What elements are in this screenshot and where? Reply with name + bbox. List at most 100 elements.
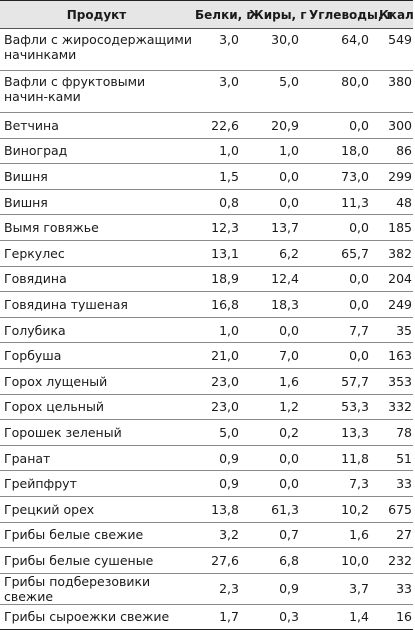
table-body: Вафли с жиросодержащими начинками 3,0 30,0… (0, 28, 413, 630)
protein-cell: 27,6 (193, 547, 247, 574)
table-row: Грибы подберезовики свежие 2,3 0,9 3,7 33 (0, 573, 413, 605)
protein-cell: 5,0 (193, 419, 247, 446)
fat-cell: 30,0 (247, 28, 307, 71)
kcal-cell: 27 (377, 522, 413, 549)
protein-cell: 0,9 (193, 445, 247, 472)
kcal-cell: 35 (377, 317, 413, 344)
fat-cell: 5,0 (247, 70, 307, 113)
fat-cell: 20,9 (247, 112, 307, 139)
table-header-row: Продукт Белки, г Жиры, г Углеводы, г Кка… (0, 0, 414, 29)
table-row: Грейпфрут 0,9 0,0 7,3 33 (0, 470, 413, 497)
fat-cell: 0,0 (247, 189, 307, 216)
product-name-cell: Грибы белые свежие (0, 522, 193, 549)
protein-cell: 23,0 (193, 394, 247, 421)
carbs-cell: 11,8 (307, 445, 377, 472)
protein-cell: 3,0 (193, 28, 247, 71)
carbs-cell: 0,0 (307, 214, 377, 241)
kcal-cell: 16 (377, 604, 413, 630)
kcal-cell: 204 (377, 266, 413, 293)
kcal-cell: 48 (377, 189, 413, 216)
product-name-cell: Вишня (0, 189, 193, 216)
fat-cell: 7,0 (247, 342, 307, 369)
kcal-cell: 380 (377, 70, 413, 113)
product-name-cell: Геркулес (0, 240, 193, 267)
protein-cell: 13,8 (193, 496, 247, 523)
carbs-cell: 64,0 (307, 28, 377, 71)
product-name-cell: Грибы подберезовики свежие (0, 573, 193, 605)
header-protein: Белки, г (193, 0, 253, 29)
fat-cell: 0,0 (247, 445, 307, 472)
product-name-cell: Вишня (0, 163, 193, 190)
table-row: Вымя говяжье 12,3 13,7 0,0 185 (0, 214, 413, 241)
fat-cell: 0,0 (247, 163, 307, 190)
table-row: Ветчина 22,6 20,9 0,0 300 (0, 112, 413, 139)
kcal-cell: 78 (377, 419, 413, 446)
protein-cell: 1,0 (193, 317, 247, 344)
table-row: Вишня 0,8 0,0 11,3 48 (0, 189, 413, 216)
table-row: Горбуша 21,0 7,0 0,0 163 (0, 342, 413, 369)
protein-cell: 21,0 (193, 342, 247, 369)
table-row: Горох цельный 23,0 1,2 53,3 332 (0, 394, 413, 421)
carbs-cell: 1,4 (307, 604, 377, 630)
kcal-cell: 249 (377, 291, 413, 318)
table-row: Горошек зеленый 5,0 0,2 13,3 78 (0, 419, 413, 446)
carbs-cell: 1,6 (307, 522, 377, 549)
product-name-cell: Грибы белые сушеные (0, 547, 193, 574)
product-name-cell: Грецкий орех (0, 496, 193, 523)
carbs-cell: 73,0 (307, 163, 377, 190)
protein-cell: 18,9 (193, 266, 247, 293)
product-name-cell: Виноград (0, 138, 193, 165)
protein-cell: 23,0 (193, 368, 247, 395)
product-name-cell: Грибы сыроежки свежие (0, 604, 193, 630)
product-name-cell: Горох цельный (0, 394, 193, 421)
fat-cell: 0,2 (247, 419, 307, 446)
table-row: Грибы белые свежие 3,2 0,7 1,6 27 (0, 522, 413, 549)
kcal-cell: 299 (377, 163, 413, 190)
carbs-cell: 10,0 (307, 547, 377, 574)
protein-cell: 22,6 (193, 112, 247, 139)
header-carbs: Углеводы, г (307, 0, 393, 29)
product-name-cell: Вымя говяжье (0, 214, 193, 241)
table-row: Говядина 18,9 12,4 0,0 204 (0, 266, 413, 293)
header-product: Продукт (0, 0, 193, 29)
kcal-cell: 353 (377, 368, 413, 395)
protein-cell: 1,0 (193, 138, 247, 165)
fat-cell: 0,0 (247, 470, 307, 497)
fat-cell: 0,3 (247, 604, 307, 630)
carbs-cell: 53,3 (307, 394, 377, 421)
kcal-cell: 86 (377, 138, 413, 165)
carbs-cell: 7,7 (307, 317, 377, 344)
fat-cell: 0,0 (247, 317, 307, 344)
kcal-cell: 549 (377, 28, 413, 71)
protein-cell: 0,9 (193, 470, 247, 497)
table-row: Горох лущеный 23,0 1,6 57,7 353 (0, 368, 413, 395)
fat-cell: 6,2 (247, 240, 307, 267)
table-row: Вишня 1,5 0,0 73,0 299 (0, 163, 413, 190)
carbs-cell: 0,0 (307, 342, 377, 369)
kcal-cell: 33 (377, 573, 413, 605)
protein-cell: 3,2 (193, 522, 247, 549)
kcal-cell: 163 (377, 342, 413, 369)
header-fat: Жиры, г (247, 0, 307, 29)
table-row: Вафли с жиросодержащими начинками 3,0 30,0… (0, 28, 413, 71)
product-name-cell: Говядина (0, 266, 193, 293)
table-row: Грецкий орех 13,8 61,3 10,2 675 (0, 496, 413, 523)
protein-cell: 1,5 (193, 163, 247, 190)
carbs-cell: 11,3 (307, 189, 377, 216)
table-row: Геркулес 13,1 6,2 65,7 382 (0, 240, 413, 267)
kcal-cell: 675 (377, 496, 413, 523)
product-name-cell: Горох лущеный (0, 368, 193, 395)
fat-cell: 18,3 (247, 291, 307, 318)
table-row: Грибы сыроежки свежие 1,7 0,3 1,4 16 (0, 604, 413, 630)
carbs-cell: 0,0 (307, 291, 377, 318)
product-name-cell: Горбуша (0, 342, 193, 369)
kcal-cell: 382 (377, 240, 413, 267)
carbs-cell: 7,3 (307, 470, 377, 497)
product-name-cell: Вафли с жиросодержащими начинками (0, 28, 193, 71)
product-name-cell: Голубика (0, 317, 193, 344)
product-name-cell: Ветчина (0, 112, 193, 139)
fat-cell: 13,7 (247, 214, 307, 241)
product-name-cell: Грейпфрут (0, 470, 193, 497)
